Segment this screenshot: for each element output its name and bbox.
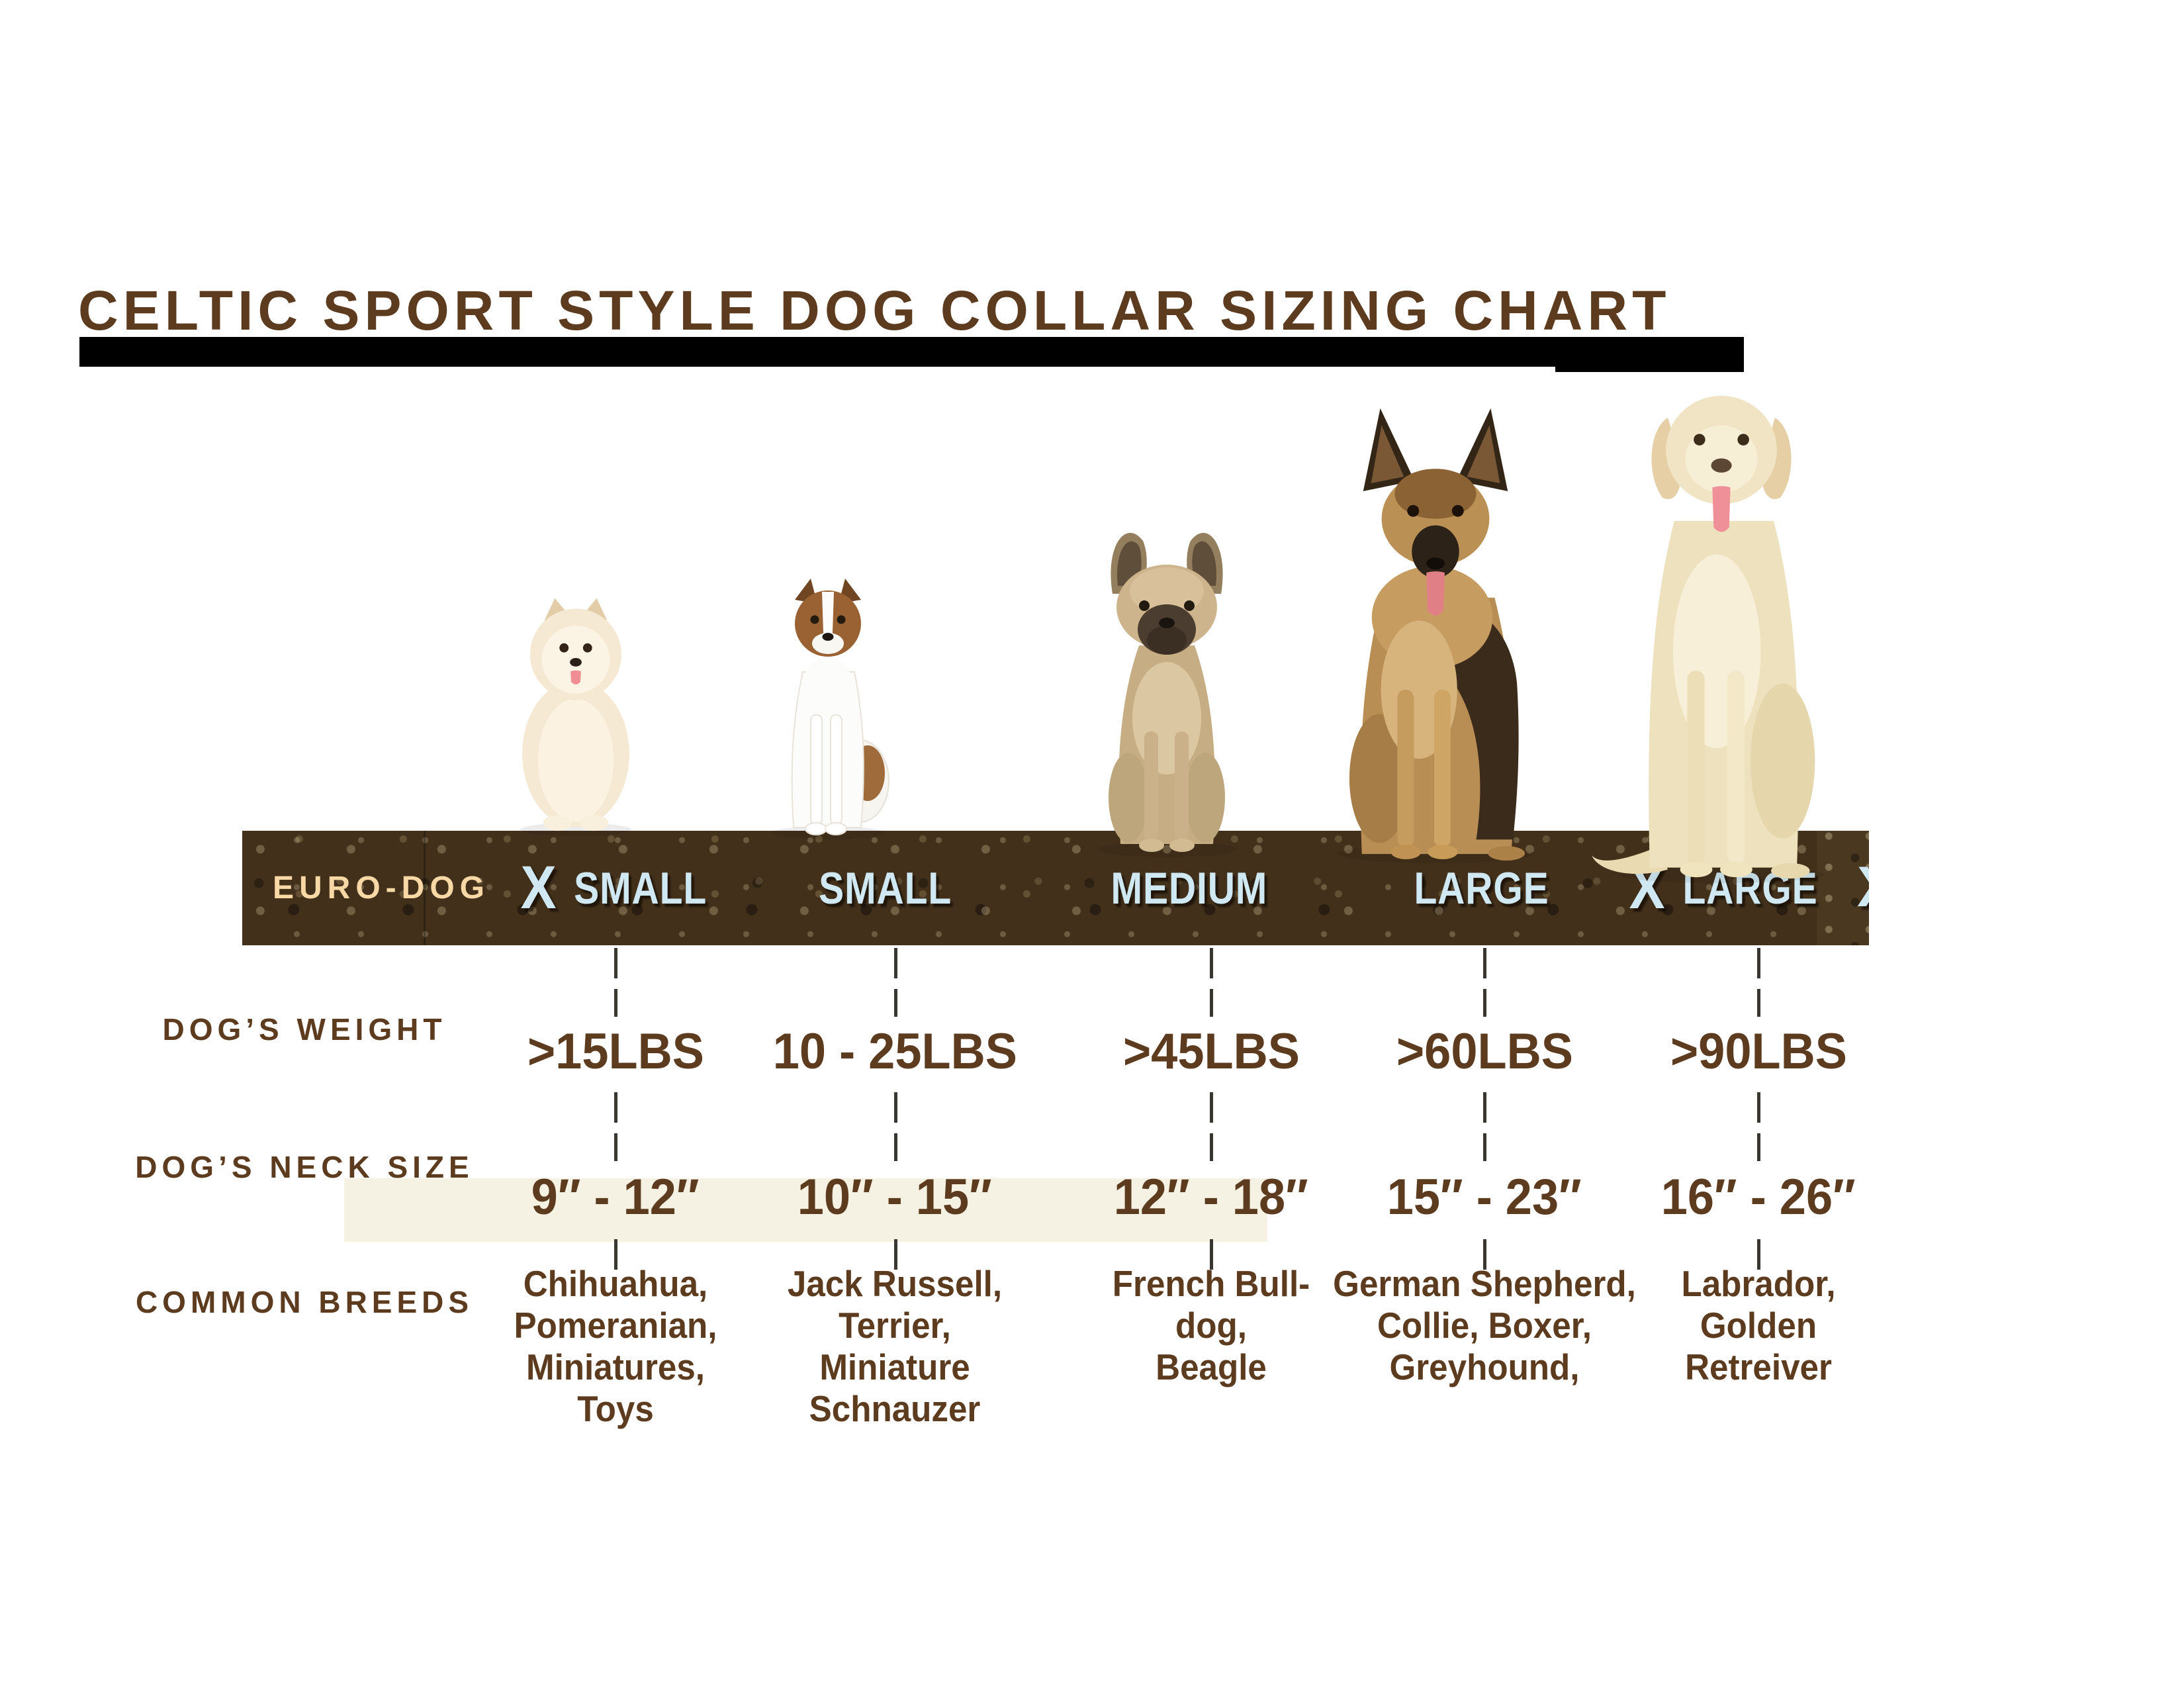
weight-value-small: 10 - 25LBS [772,1023,1017,1080]
column-connector-dash [614,1092,617,1161]
pomeranian-dog-image [520,598,631,837]
column-connector-dash [1483,1092,1486,1161]
size-label-small: SMALL [819,863,952,914]
banner-seam [424,831,426,945]
column-connector-dash [894,948,897,1017]
column-connector-dash [1757,1239,1760,1276]
column-connector-dash [1210,1092,1213,1161]
neck-value-large: 15″ - 23″ [1387,1168,1582,1225]
size-label-large: LARGE [1413,863,1549,914]
column-connector-dash [1757,948,1760,1017]
breeds-large: German Shepherd, Collie, Boxer, Greyhoun… [1333,1263,1636,1387]
weight-value-large: >60LBS [1396,1023,1573,1080]
column-connector-dash [1210,1239,1213,1276]
neck-value-xlarge: 16″ - 26″ [1661,1168,1856,1225]
neck-value-medium: 12″ - 18″ [1114,1168,1308,1225]
brand-label: EURO-DOG [273,870,490,906]
jack-russell-terrier-dog-image [772,579,889,839]
title-underline-bar [79,337,1744,367]
banner-edge-partial-x: X [1857,855,1869,920]
column-connector-dash [614,1239,617,1276]
weight-value-xsmall: >15LBS [527,1023,704,1080]
page-title: CELTIC SPORT STYLE DOG COLLAR SIZING CHA… [78,279,1671,342]
row-label-weight: DOG’S WEIGHT [162,1012,447,1047]
banner-right-tile [1817,831,1869,945]
labrador-retriever-dog-image [1592,395,1825,884]
row-label-common-breeds: COMMON BREEDS [135,1285,474,1319]
german-shepherd-dog-image [1337,408,1534,864]
neck-value-xsmall: 9″ - 12″ [531,1168,700,1225]
breeds-xlarge: Labrador, Golden Retreiver [1681,1263,1836,1387]
weight-value-medium: >45LBS [1122,1023,1300,1080]
neck-row-highlight-band [344,1178,1267,1242]
row-label-neck-size: DOG’S NECK SIZE [135,1150,474,1184]
column-connector-dash [1483,948,1486,1017]
column-connector-dash [614,948,617,1017]
french-bulldog-dog-image [1097,533,1236,857]
column-connector-dash [1210,948,1213,1017]
column-connector-dash [894,1239,897,1276]
breeds-xsmall: Chihuahua, Pomeranian, Miniatures, Toys [514,1263,717,1429]
column-connector-dash [894,1092,897,1161]
breeds-small: Jack Russell, Terrier, Miniature Schnauz… [787,1263,1003,1429]
breeds-medium: French Bull- dog, Beagle [1112,1263,1310,1387]
size-label-xsmall: X SMALL [520,854,707,921]
title-underline-bar-step [1555,337,1744,372]
size-x-prefix: X [520,854,557,921]
column-connector-dash [1757,1092,1760,1161]
column-connector-dash [1483,1239,1486,1276]
neck-value-small: 10″ - 15″ [797,1168,992,1225]
weight-value-xlarge: >90LBS [1670,1023,1847,1080]
size-banner: EURO-DOG X SMALL SMALL MEDIUM LARGE X LA… [242,831,1869,945]
size-label-medium: MEDIUM [1111,863,1268,914]
